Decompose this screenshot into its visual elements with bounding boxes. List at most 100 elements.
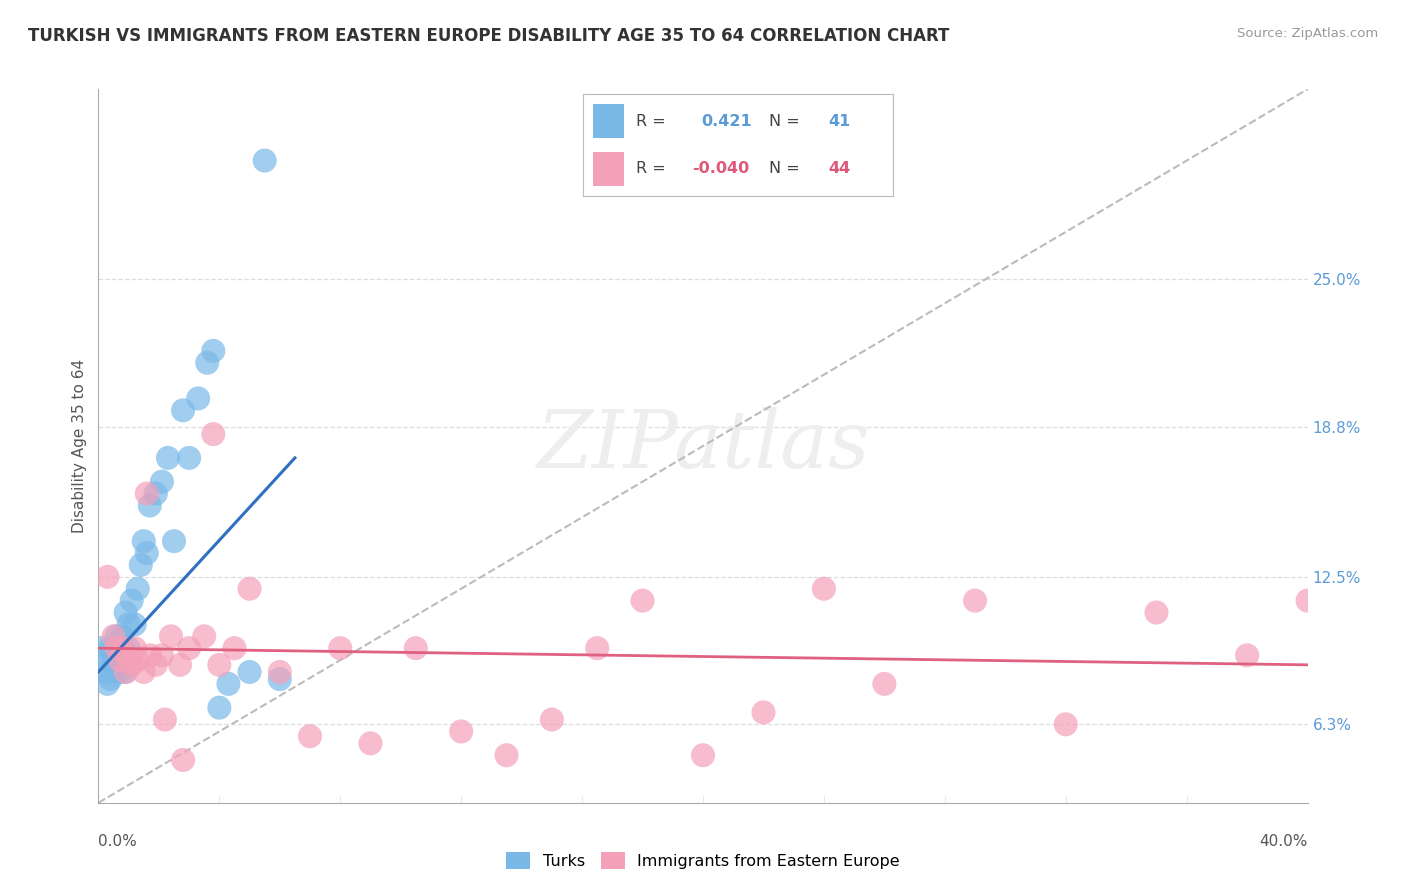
Point [187, 392, 209, 406]
Point [121, 657, 143, 672]
Text: R =: R = [636, 114, 666, 128]
Point [169, 657, 191, 672]
Point [163, 534, 186, 549]
Point [127, 653, 149, 667]
Point [156, 450, 179, 465]
Point [118, 641, 141, 656]
Point [360, 736, 382, 750]
Point [105, 641, 128, 656]
Point [195, 356, 218, 370]
Point [111, 657, 134, 672]
Point [100, 641, 122, 656]
Point [145, 657, 167, 672]
Text: 0.421: 0.421 [702, 114, 752, 128]
Point [965, 593, 987, 607]
Point [239, 665, 262, 679]
Point [96, 677, 118, 691]
Text: N =: N = [769, 161, 800, 176]
Point [124, 641, 146, 656]
Text: N =: N = [769, 114, 800, 128]
Point [90, 641, 112, 656]
Point [269, 672, 291, 686]
Point [405, 641, 427, 656]
Point [495, 748, 517, 763]
Point [540, 713, 562, 727]
Text: 40.0%: 40.0% [1260, 834, 1308, 849]
Point [1236, 648, 1258, 663]
Point [124, 617, 146, 632]
Point [153, 713, 176, 727]
Point [139, 648, 162, 663]
Point [121, 593, 143, 607]
Point [269, 665, 291, 679]
Point [111, 641, 134, 656]
Point [118, 617, 141, 632]
Point [100, 672, 122, 686]
Y-axis label: Disability Age 35 to 64: Disability Age 35 to 64 [72, 359, 87, 533]
Bar [593, 104, 624, 137]
Point [239, 582, 262, 596]
Text: 0.0%: 0.0% [98, 834, 138, 849]
Point [96, 653, 118, 667]
Point [103, 657, 125, 672]
Point [150, 475, 173, 489]
Text: Source: ZipAtlas.com: Source: ZipAtlas.com [1237, 27, 1378, 40]
Point [93, 665, 115, 679]
Point [873, 677, 896, 691]
Point [108, 653, 131, 667]
Text: 41: 41 [828, 114, 851, 128]
Point [299, 729, 322, 743]
Point [193, 629, 215, 643]
Point [145, 486, 167, 500]
Point [586, 641, 609, 656]
Point [150, 648, 173, 663]
Point [127, 582, 149, 596]
Point [813, 582, 835, 596]
Text: 44: 44 [828, 161, 851, 176]
Text: ZIPatlas: ZIPatlas [536, 408, 870, 484]
Point [692, 748, 714, 763]
Point [103, 648, 125, 663]
Point [111, 641, 134, 656]
Point [1296, 593, 1319, 607]
Point [135, 486, 157, 500]
Point [202, 427, 225, 442]
Point [139, 499, 162, 513]
Point [132, 534, 155, 549]
Point [631, 593, 654, 607]
Text: TURKISH VS IMMIGRANTS FROM EASTERN EUROPE DISABILITY AGE 35 TO 64 CORRELATION CH: TURKISH VS IMMIGRANTS FROM EASTERN EUROP… [28, 27, 949, 45]
Point [329, 641, 352, 656]
Point [132, 665, 155, 679]
Point [96, 570, 118, 584]
Point [172, 753, 194, 767]
Point [108, 653, 131, 667]
Text: R =: R = [636, 161, 666, 176]
Point [224, 641, 246, 656]
Point [179, 641, 201, 656]
Point [202, 343, 225, 358]
Point [118, 653, 141, 667]
Point [105, 665, 128, 679]
Point [111, 629, 134, 643]
Point [103, 629, 125, 643]
Point [172, 403, 194, 417]
Point [208, 657, 231, 672]
Point [1144, 606, 1167, 620]
Point [135, 546, 157, 560]
Point [129, 558, 152, 572]
Bar [593, 153, 624, 186]
Text: -0.040: -0.040 [692, 161, 749, 176]
Point [752, 706, 775, 720]
Legend: Turks, Immigrants from Eastern Europe: Turks, Immigrants from Eastern Europe [499, 846, 907, 875]
Point [179, 450, 201, 465]
Point [105, 629, 128, 643]
Point [1054, 717, 1077, 731]
Point [114, 606, 136, 620]
Point [450, 724, 472, 739]
Point [114, 665, 136, 679]
Point [217, 677, 239, 691]
Point [114, 665, 136, 679]
Point [253, 153, 276, 168]
Point [160, 629, 183, 643]
Point [208, 700, 231, 714]
